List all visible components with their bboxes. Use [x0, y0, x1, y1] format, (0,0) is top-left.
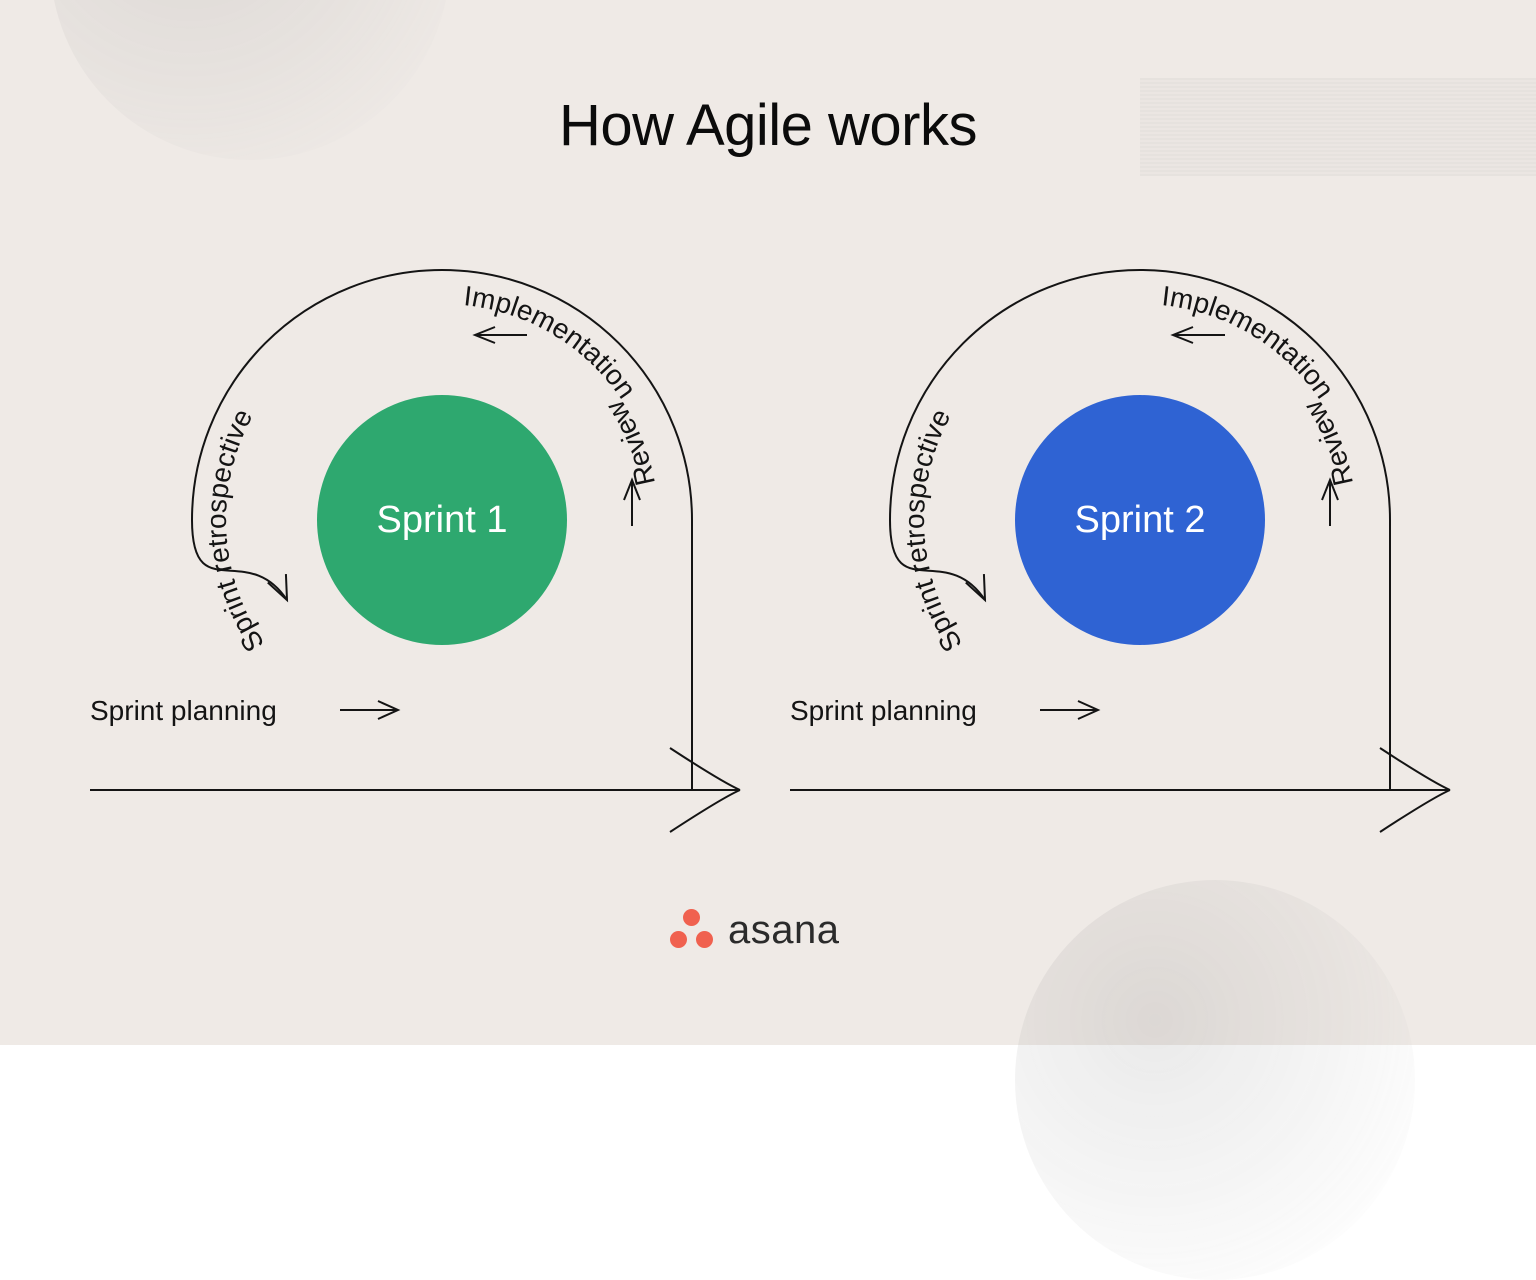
- brand-name: asana: [728, 908, 839, 953]
- diagram-canvas: How Agile works Sprint 1 Sprint 2 Sprint…: [0, 0, 1536, 1045]
- decor-circle-bottom-right: [1015, 880, 1415, 1280]
- asana-dots-icon: [670, 909, 714, 953]
- sprint-1-circle: Sprint 1: [317, 395, 567, 645]
- sprint-1-planning-label: Sprint planning: [90, 695, 277, 727]
- page-title: How Agile works: [0, 92, 1536, 159]
- sprint-2-circle: Sprint 2: [1015, 395, 1265, 645]
- sprint-1-label: Sprint 1: [377, 499, 508, 542]
- sprint-2-planning-label: Sprint planning: [790, 695, 977, 727]
- brand-logo: asana: [670, 908, 839, 953]
- sprint-2-label: Sprint 2: [1075, 499, 1206, 542]
